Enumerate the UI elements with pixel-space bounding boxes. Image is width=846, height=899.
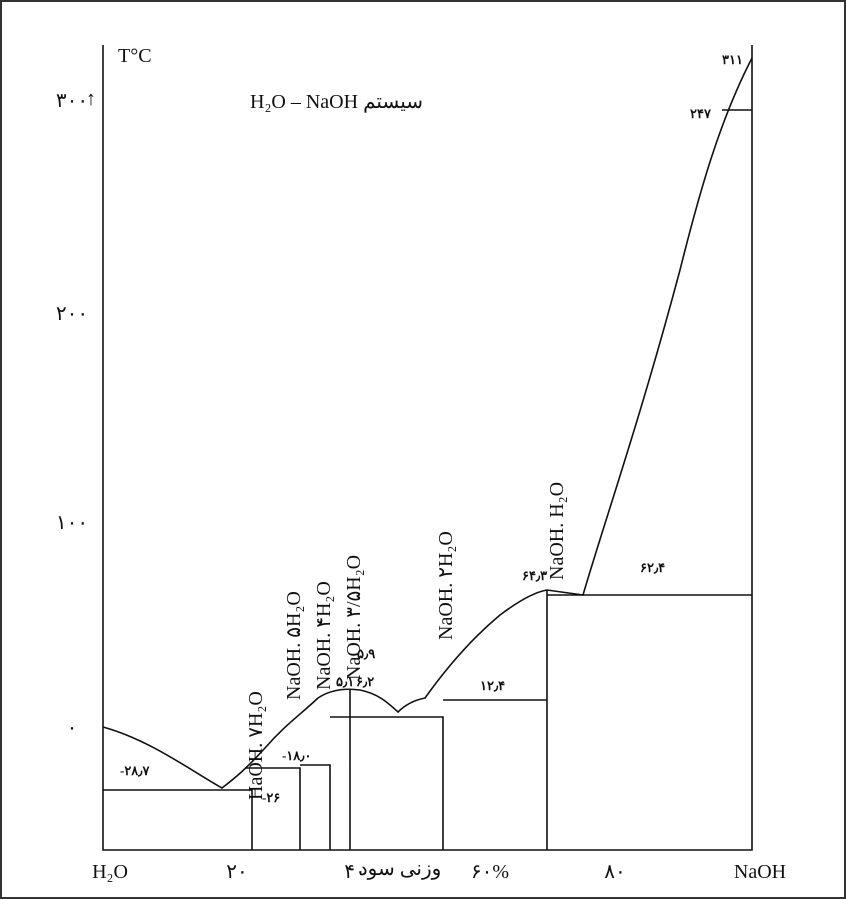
x-tick-label: H₂O <box>92 861 128 883</box>
phase-label: NaOH. ۲H₂O <box>435 531 457 640</box>
point-label: ۵٫۹ <box>357 646 375 661</box>
phase-label: NaOH. ۵H₂O <box>283 591 305 700</box>
axes <box>102 45 753 851</box>
y-tick-label: ۱۰۰ <box>56 512 88 534</box>
point-label: ۶۴٫۳ <box>522 568 547 583</box>
y-tick-label: ۲۰۰ <box>56 303 88 325</box>
x-tick-label: ۶۰% <box>471 861 509 883</box>
point-label: -۲۶ <box>262 790 280 805</box>
x-tick-label: ۸۰ <box>604 861 625 883</box>
point-label: ۵٫۱ <box>336 674 354 689</box>
y-ticks: ۳۰۰ ۲۰۰ ۱۰۰ ۰ <box>56 90 88 739</box>
phase-label: NaOH. ۳/۵H₂O <box>343 555 365 680</box>
point-label: -۱۸٫۰ <box>282 748 312 763</box>
point-label: ۶۲٫۴ <box>640 560 665 575</box>
y-tick-label: ۰ <box>67 717 78 739</box>
title: H₂O – NaOH سیستم <box>250 91 423 113</box>
point-label: -۲۸٫۷ <box>120 763 151 778</box>
point-labels: -۲۸٫۷ -۲۶ -۱۸٫۰ ۵٫۱ ۶٫۲ ۵٫۹ ۱۲٫۴ ۶۴٫۳ ۶۲٫۴ ۳۱۱ ۲۴۷ <box>120 52 743 805</box>
x-tick-label: ۴۰ <box>344 861 365 883</box>
liquidus-curve <box>102 57 753 789</box>
x-axis-label: وزنی سود <box>359 858 442 880</box>
phase-labels: HaOH. ۷H₂O NaOH. ۵H₂O NaOH. ۴H₂O NaOH. ۳/۵H… <box>245 482 568 800</box>
phase-label: HaOH. ۷H₂O <box>245 691 267 800</box>
point-label: ۱۲٫۴ <box>480 678 505 693</box>
y-axis-arrow: ↑ <box>86 88 96 110</box>
y-tick-label: ۳۰۰ <box>56 90 88 112</box>
phase-lines <box>102 57 753 850</box>
x-tick-label: ۲۰ <box>226 861 247 883</box>
phase-label: NaOH. H₂O <box>546 482 568 580</box>
y-axis-label: T°C <box>118 45 152 67</box>
solidus-lines <box>103 109 752 850</box>
x-ticks: H₂O ۲۰ ۴۰ ۶۰% ۸۰ NaOH <box>92 861 786 883</box>
point-label: ۶٫۲ <box>356 674 374 689</box>
point-label: ۲۴۷ <box>690 106 712 121</box>
x-tick-label: NaOH <box>734 861 786 883</box>
point-label: ۳۱۱ <box>722 52 743 67</box>
phase-label: NaOH. ۴H₂O <box>313 581 335 690</box>
axis-lines <box>102 45 753 851</box>
